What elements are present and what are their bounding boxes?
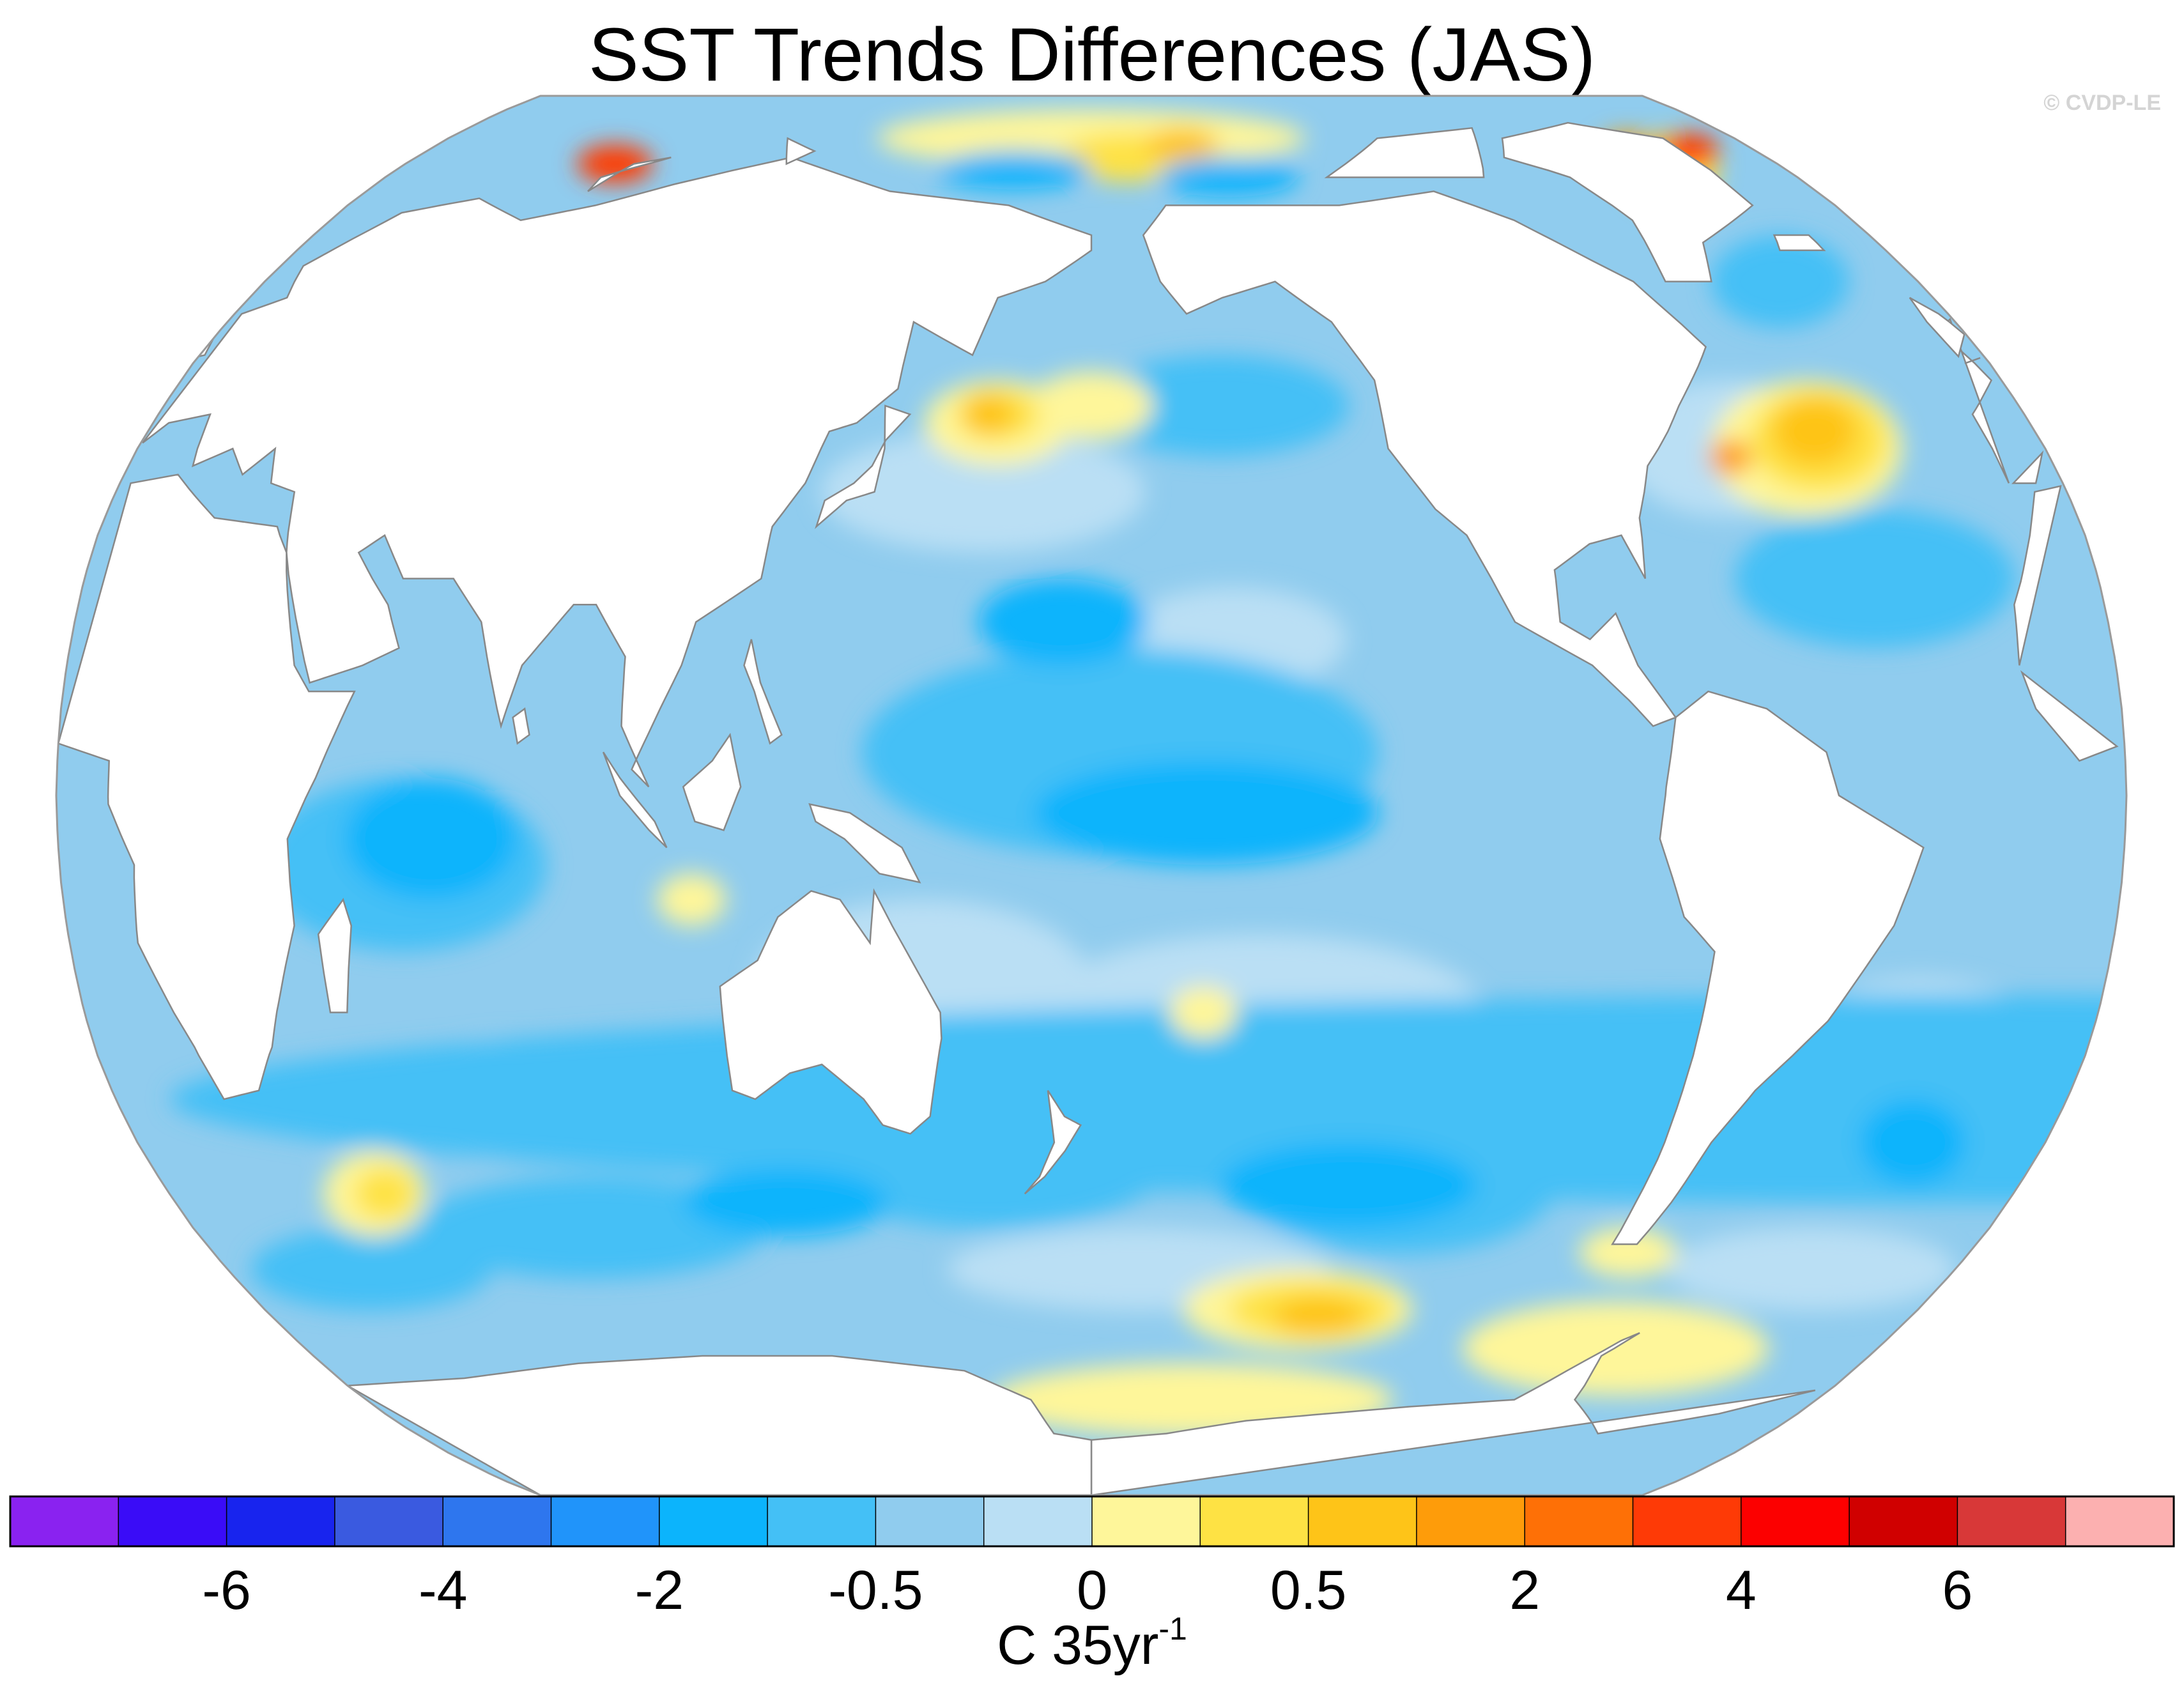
anomaly-blob — [169, 995, 2126, 1204]
colorbar-tick-label: -4 — [419, 1560, 467, 1621]
land-polygon — [1090, 1332, 1816, 1495]
anomaly-blob — [353, 1168, 416, 1220]
colorbar-box — [442, 1496, 552, 1547]
land-polygon — [1501, 121, 1754, 282]
colorbar-box — [1632, 1496, 1742, 1547]
colorbar-box — [334, 1496, 444, 1547]
anomaly-blob — [1169, 986, 1237, 1039]
land-polygon — [1964, 357, 1981, 364]
anomaly-blob — [576, 144, 653, 183]
colorbar-box — [1091, 1496, 1201, 1547]
anomaly-blob — [978, 578, 1148, 666]
land-polygon — [57, 473, 356, 1100]
credit-watermark: © CVDP-LE — [2043, 91, 2161, 115]
anomaly-blob — [1859, 1099, 1966, 1186]
colorbar-tick-label: -2 — [635, 1560, 684, 1621]
globe-outline — [55, 95, 2128, 1496]
colorbar-boxes — [9, 1495, 2175, 1548]
colorbar-box — [659, 1496, 769, 1547]
colorbar-box — [550, 1496, 661, 1547]
land-polygon — [719, 888, 942, 1135]
land-polygon — [1142, 190, 1707, 727]
anomaly-blob — [1091, 355, 1350, 457]
anomaly-blob — [1709, 440, 1752, 475]
colorbar-tick-labels: -6 -4 -2 -0.5 0 0.5 2 4 6 — [202, 1560, 1973, 1621]
colorbar-box — [118, 1496, 227, 1547]
anomaly-blob — [1034, 760, 1379, 865]
units-label: C 35yr-1 — [0, 1610, 2184, 1677]
land-polygon — [682, 732, 742, 831]
anomaly-blob — [657, 873, 726, 926]
anomaly-blob — [1711, 234, 1849, 328]
colorbar-box — [983, 1496, 1093, 1547]
anomaly-blob — [1735, 509, 2015, 649]
land-polygon — [1324, 127, 1485, 178]
colorbar-box — [10, 1496, 119, 1547]
land-polygon — [317, 898, 352, 1013]
land-polygon — [512, 707, 530, 745]
colorbar-tick-label: -0.5 — [828, 1560, 923, 1621]
colorbar-box — [1849, 1496, 1958, 1547]
anomaly-blob — [1029, 371, 1153, 440]
anomaly-blob — [1158, 157, 1300, 197]
land-polygon — [2011, 450, 2044, 484]
land-polygon — [743, 639, 783, 745]
colorbar-box — [1416, 1496, 1526, 1547]
anomaly-blob — [1579, 1227, 1677, 1278]
anomaly-blob — [1146, 128, 1219, 162]
anomaly-blob — [1773, 397, 1857, 466]
colorbar-tick-label: 2 — [1509, 1560, 1540, 1621]
colorbar-box — [1307, 1496, 1418, 1547]
colorbar-box — [226, 1496, 336, 1547]
anomaly-blob — [1220, 1142, 1478, 1229]
land-polygon — [815, 404, 912, 529]
colorbar-tick-label: 0.5 — [1270, 1560, 1347, 1621]
anomaly-blob — [1273, 1297, 1365, 1337]
anomaly-blob — [962, 393, 1014, 436]
land-polygon — [1773, 234, 1826, 252]
anomaly-blob — [417, 1176, 767, 1279]
land-polygon — [344, 1355, 1093, 1495]
colorbar-box — [2065, 1496, 2175, 1547]
anomaly-blob — [684, 1168, 888, 1236]
land-polygon — [1611, 690, 1925, 1245]
land-polygon — [602, 751, 668, 849]
anomaly-blob — [936, 151, 1091, 190]
land-polygon — [1024, 1090, 1082, 1195]
chart-title: SST Trends Differences (JAS) — [588, 13, 1596, 97]
colorbar-box — [1524, 1496, 1634, 1547]
colorbar-box — [875, 1496, 985, 1547]
anomaly-blob — [1667, 1227, 1956, 1311]
land-polygon — [2020, 670, 2119, 762]
land-polygon — [785, 137, 817, 165]
colorbar-box — [1199, 1496, 1309, 1547]
land-polygon — [2013, 485, 2062, 666]
colorbar-tick-label: 0 — [1077, 1560, 1107, 1621]
colorbar-tick-label: 6 — [1942, 1560, 1973, 1621]
land-masses — [57, 121, 2119, 1495]
land-polygon — [587, 157, 672, 192]
colorbar-tick-label: -6 — [202, 1560, 250, 1621]
anomaly-blob — [250, 1227, 491, 1311]
units-exponent: -1 — [1158, 1611, 1187, 1647]
anomaly-blob — [344, 778, 518, 900]
anomaly-blob — [820, 431, 1146, 553]
colorbar-box — [1957, 1496, 2066, 1547]
colorbar-tick-label: 4 — [1726, 1560, 1757, 1621]
colorbar-box — [1741, 1496, 1850, 1547]
units-base: C 35yr — [997, 1615, 1159, 1676]
map-field — [56, 96, 2126, 1495]
colorbar-box — [767, 1496, 877, 1547]
land-polygon — [808, 803, 921, 884]
land-polygon — [1909, 296, 1965, 358]
colorbar-frame — [9, 1495, 2175, 1548]
